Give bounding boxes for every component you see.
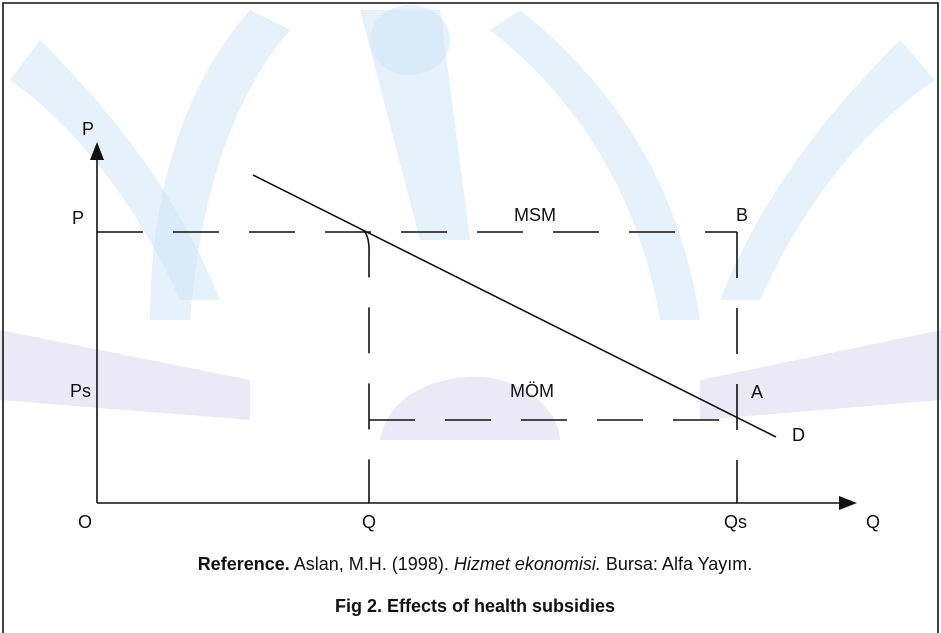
reference-lead: Reference.: [198, 554, 290, 574]
reference-authors: Aslan, M.H. (1998).: [294, 554, 449, 574]
label: D: [792, 425, 805, 445]
origin-label: O: [78, 512, 92, 532]
label: A: [751, 382, 763, 402]
caption: Fig 2. Effects of health subsidies: [335, 596, 615, 616]
label: Q: [362, 512, 376, 532]
reference: Reference. Aslan, M.H. (1998). Hizmet ek…: [198, 554, 753, 574]
label: B: [736, 205, 748, 225]
reference-book: Hizmet ekonomisi.: [454, 554, 601, 574]
label: Qs: [724, 512, 747, 532]
reference-publisher: Bursa: Alfa Yayım.: [606, 554, 752, 574]
label: MÖM: [510, 381, 554, 401]
y-arrow: [90, 142, 104, 160]
q-line: [364, 231, 370, 503]
axis-label: P: [82, 119, 94, 139]
axis-label: Q: [866, 512, 880, 532]
x-arrow: [839, 496, 857, 510]
watermark: [0, 5, 941, 440]
label: Ps: [70, 381, 91, 401]
label: P: [72, 208, 84, 228]
demand-line: [252, 174, 777, 438]
label: MSM: [514, 205, 556, 225]
